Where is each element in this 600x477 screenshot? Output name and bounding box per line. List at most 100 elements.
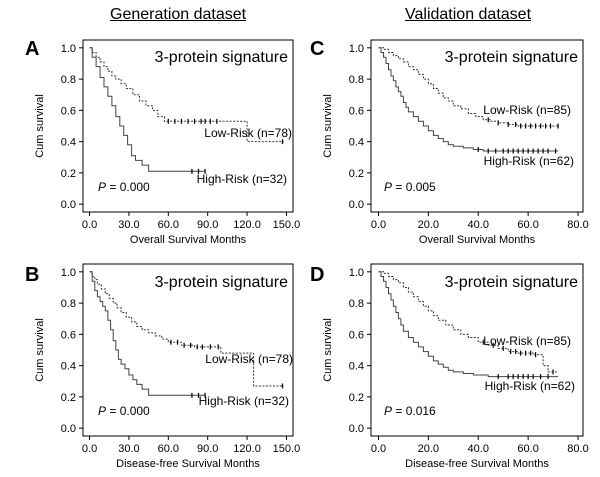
panel-b-frame <box>82 263 294 437</box>
panel-b-xtick-label: 30.0 <box>118 443 139 455</box>
panel-b-xtick-label: 0.0 <box>82 443 97 455</box>
panel-d-signature-label: 3-protein signature <box>445 274 579 291</box>
panel-c-xtick-label: 0.0 <box>371 219 386 231</box>
panel-c-signature-label: 3-protein signature <box>445 49 579 66</box>
panel-c-p-symbol: P <box>384 180 392 194</box>
panel-d-ytick-label: 0.4 <box>349 361 364 373</box>
panel-c-xlabel: Overall Survival Months <box>419 234 536 246</box>
panel-a-low-risk-label: Low-Risk (n=78) <box>204 126 292 140</box>
panel-b-ytick-label: 0.0 <box>61 423 76 435</box>
panel-b-low-risk-curve <box>89 271 284 387</box>
panel-a-low-risk-curve <box>89 47 284 143</box>
panel-d-letter: D <box>310 264 324 286</box>
panel-d-high-risk-label: High-Risk (n=62) <box>485 379 575 393</box>
panel-d-high-risk-curve <box>378 271 559 378</box>
panel-d-xtick-label: 0.0 <box>371 443 386 455</box>
panel-a-xtick-label: 30.0 <box>118 219 139 231</box>
panel-b-signature-label: 3-protein signature <box>155 274 289 291</box>
panel-a-p-number: = 0.000 <box>106 180 150 194</box>
panel-c-xtick-label: 60.0 <box>517 219 538 231</box>
panel-d-xtick-label: 80.0 <box>567 443 588 455</box>
panel-c: C 3-protein signature 0.0 20.0 40.0 60.0 80.0 0… <box>310 38 589 246</box>
panel-b-p-number: = 0.000 <box>106 404 150 418</box>
panel-d-ytick-label: 0.0 <box>349 423 364 435</box>
panel-a-high-risk-label: High-Risk (n=32) <box>197 172 287 186</box>
panel-a-xtick-label: 0.0 <box>82 219 97 231</box>
panel-a-high-risk-curve <box>89 47 206 172</box>
panel-c-low-risk-curve <box>378 47 559 127</box>
panel-d-frame <box>370 263 584 437</box>
panel-a-xtick-label: 150.0 <box>273 219 301 231</box>
panel-d-ytick-label: 0.2 <box>349 392 364 404</box>
panel-b-low-risk-label: Low-Risk (n=78) <box>205 352 293 366</box>
panel-b-xtick-label: 150.0 <box>273 443 301 455</box>
panel-d-low-risk-label: Low-Risk (n=85) <box>483 334 571 348</box>
panel-c-ytick-label: 0.6 <box>349 105 364 117</box>
panel-d-ylabel: Cum survival <box>322 318 334 382</box>
panel-c-letter: C <box>310 38 324 60</box>
panel-c-ytick-label: 0.2 <box>349 168 364 180</box>
panel-c-high-risk-curve <box>378 47 559 152</box>
panel-d-p-value: P = 0.016 <box>384 404 436 418</box>
panel-c-frame <box>370 39 584 213</box>
panel-c-xtick-label: 80.0 <box>567 219 588 231</box>
panel-a-xtick-label: 90.0 <box>197 219 218 231</box>
panel-b-ytick-label: 1.0 <box>61 267 76 279</box>
panel-b-ylabel: Cum survival <box>34 318 46 382</box>
panel-a-signature-label: 3-protein signature <box>155 49 289 66</box>
panel-b-ytick-label: 0.8 <box>61 298 76 310</box>
panel-d-xtick-label: 20.0 <box>418 443 439 455</box>
panel-d-p-symbol: P <box>384 404 392 418</box>
panel-d-p-number: = 0.016 <box>392 404 436 418</box>
panel-c-ytick-label: 0.4 <box>349 137 364 149</box>
panel-c-low-risk-label: Low-Risk (n=85) <box>483 103 571 117</box>
panel-a-letter: A <box>25 38 39 60</box>
panel-d: D 3-protein signature 0.0 20.0 40.0 60.0 80.0 0… <box>310 263 589 470</box>
panel-b-p-value: P = 0.000 <box>98 404 150 418</box>
panel-c-ytick-label: 0.8 <box>349 74 364 86</box>
panel-b: B 3-protein signature 0.0 30.0 60.0 90.0 120.0… <box>25 263 301 470</box>
panel-d-ytick-label: 0.8 <box>349 298 364 310</box>
panel-b-xtick-label: 60.0 <box>158 443 179 455</box>
panel-d-xlabel: Disease-free Survival Months <box>405 458 549 470</box>
panel-a-xtick-label: 60.0 <box>158 219 179 231</box>
panel-d-ytick-label: 0.6 <box>349 329 364 341</box>
panel-b-p-symbol: P <box>98 404 106 418</box>
panel-c-xtick-label: 40.0 <box>468 219 489 231</box>
column-title-validation: Validation dataset <box>405 6 532 23</box>
panel-a-xlabel: Overall Survival Months <box>130 234 247 246</box>
panel-b-xlabel: Disease-free Survival Months <box>116 458 260 470</box>
panel-a-xtick-label: 120.0 <box>233 219 261 231</box>
panel-c-p-value: P = 0.005 <box>384 180 436 194</box>
panel-b-high-risk-curve <box>89 271 206 396</box>
panel-b-xtick-label: 120.0 <box>233 443 261 455</box>
panel-b-high-risk-label: High-Risk (n=32) <box>199 394 289 408</box>
panel-a-ytick-label: 0.0 <box>61 199 76 211</box>
panel-a-ytick-label: 0.2 <box>61 168 76 180</box>
panel-a-ylabel: Cum survival <box>34 94 46 158</box>
panel-d-ytick-label: 1.0 <box>349 267 364 279</box>
panel-d-xtick-label: 40.0 <box>468 443 489 455</box>
panel-a-ytick-label: 0.6 <box>61 105 76 117</box>
panel-c-p-number: = 0.005 <box>392 180 436 194</box>
panel-b-ytick-label: 0.2 <box>61 392 76 404</box>
panel-b-ytick-label: 0.4 <box>61 361 76 373</box>
panel-a: A 3-protein signature 0.0 30.0 60.0 90.0 120.0… <box>25 38 300 246</box>
panel-a-p-symbol: P <box>98 180 106 194</box>
panel-d-xtick-label: 60.0 <box>517 443 538 455</box>
panel-c-xtick-label: 20.0 <box>418 219 439 231</box>
panel-c-ylabel: Cum survival <box>322 94 334 158</box>
panel-b-ytick-label: 0.6 <box>61 329 76 341</box>
panel-d-low-risk-curve <box>378 271 559 373</box>
panel-a-p-value: P = 0.000 <box>98 180 150 194</box>
panel-c-ytick-label: 1.0 <box>349 43 364 55</box>
column-title-generation: Generation dataset <box>110 6 247 23</box>
panel-b-letter: B <box>25 264 39 286</box>
panel-a-ytick-label: 0.8 <box>61 74 76 86</box>
panel-c-high-risk-label: High-Risk (n=62) <box>484 154 574 168</box>
panel-a-frame <box>82 39 294 213</box>
panel-b-xtick-label: 90.0 <box>197 443 218 455</box>
panel-a-ytick-label: 1.0 <box>61 43 76 55</box>
panel-c-ytick-label: 0.0 <box>349 199 364 211</box>
